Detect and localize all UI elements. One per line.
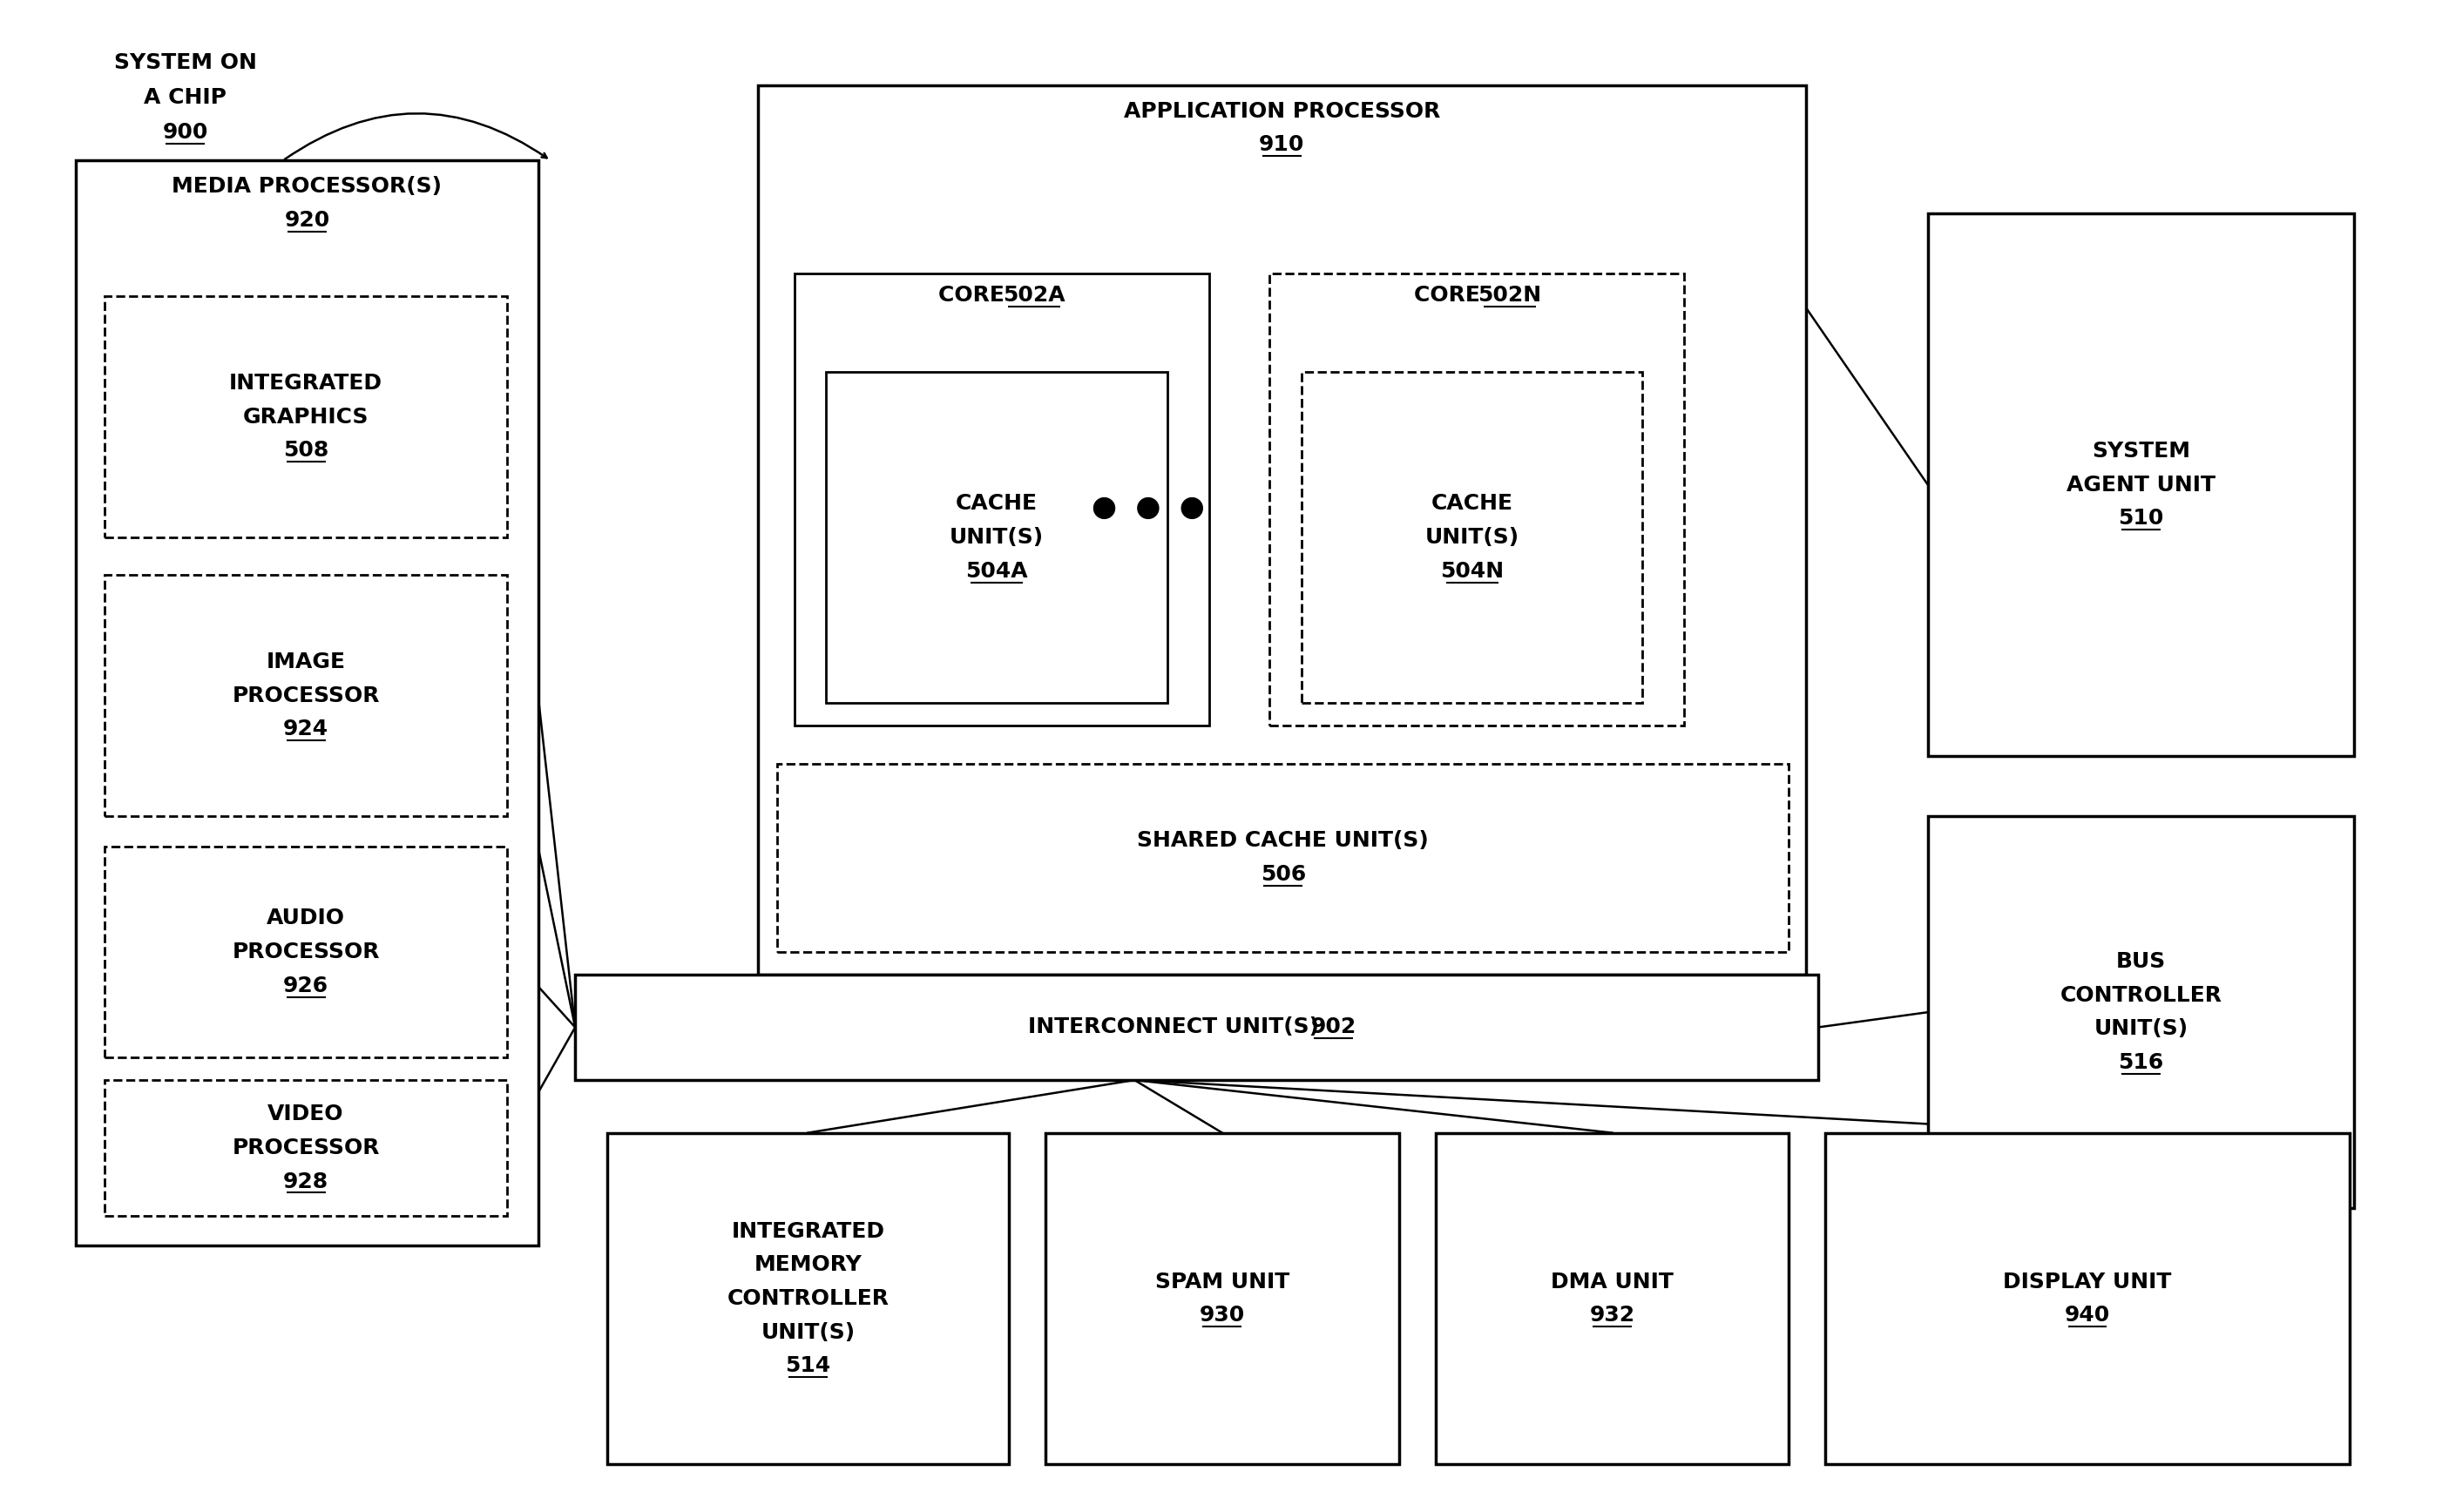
Text: AGENT UNIT: AGENT UNIT [2066,475,2215,494]
Bar [105,296,508,537]
Text: 900: 900 [161,121,208,142]
Text: CONTROLLER: CONTROLLER [728,1288,889,1309]
Text: PROCESSOR: PROCESSOR [232,942,379,962]
Text: CORE: CORE [938,284,1013,305]
Text: UNIT(S): UNIT(S) [2093,1019,2188,1039]
Text: 928: 928 [283,1172,330,1191]
Text: SYSTEM ON: SYSTEM ON [115,53,256,73]
Text: 514: 514 [786,1355,830,1376]
Bar [1927,816,2354,1208]
Text: BUS: BUS [2117,951,2166,972]
Text: 926: 926 [283,975,330,996]
Text: 920: 920 [283,210,330,231]
Text: INTEGRATED: INTEGRATED [730,1220,884,1241]
Text: 508: 508 [283,440,330,461]
Bar [105,847,508,1057]
Bar [1436,1132,1790,1464]
Text: VIDEO: VIDEO [269,1104,344,1125]
Bar [1045,1132,1399,1464]
Bar [105,575,508,816]
Text: CONTROLLER: CONTROLLER [2061,984,2222,1005]
Text: AUDIO: AUDIO [266,907,344,928]
Text: 510: 510 [2117,508,2164,529]
Text: SHARED CACHE UNIT(S): SHARED CACHE UNIT(S) [1138,830,1429,851]
Bar [825,372,1167,703]
Text: UNIT(S): UNIT(S) [762,1321,855,1343]
Text: MEDIA PROCESSOR(S): MEDIA PROCESSOR(S) [171,177,442,197]
Bar [105,1080,508,1216]
Text: CACHE: CACHE [1431,493,1514,514]
Bar [757,85,1807,975]
Text: 910: 910 [1260,135,1304,156]
Text: UNIT(S): UNIT(S) [1426,528,1519,547]
Text: SPAM UNIT: SPAM UNIT [1155,1272,1289,1293]
Text: APPLICATION PROCESSOR: APPLICATION PROCESSOR [1123,101,1441,122]
Bar [777,764,1790,953]
Text: INTEGRATED: INTEGRATED [230,373,383,393]
Text: ●  ●  ●: ● ● ● [1092,493,1204,522]
Text: 504A: 504A [965,561,1028,582]
Text: MEMORY: MEMORY [755,1255,862,1276]
Text: 930: 930 [1199,1305,1245,1326]
Text: 502A: 502A [1004,284,1065,305]
Text: 502N: 502N [1477,284,1541,305]
Text: 516: 516 [2117,1052,2164,1074]
Text: IMAGE: IMAGE [266,652,344,673]
Text: UNIT(S): UNIT(S) [950,528,1043,547]
Text: 902: 902 [1311,1018,1355,1037]
Text: 924: 924 [283,718,330,739]
Text: SYSTEM: SYSTEM [2093,440,2190,461]
Bar [1927,213,2354,756]
Text: 504N: 504N [1441,561,1504,582]
Bar [606,1132,1009,1464]
Bar [1827,1132,2349,1464]
Text: PROCESSOR: PROCESSOR [232,1137,379,1158]
Bar [76,160,540,1246]
Text: GRAPHICS: GRAPHICS [242,407,369,428]
Text: CACHE: CACHE [955,493,1038,514]
Bar [794,274,1209,726]
Text: 932: 932 [1590,1305,1634,1326]
Text: INTERCONNECT UNIT(S): INTERCONNECT UNIT(S) [1028,1018,1326,1037]
Text: PROCESSOR: PROCESSOR [232,685,379,706]
Text: DISPLAY UNIT: DISPLAY UNIT [2002,1272,2171,1293]
Bar [1302,372,1643,703]
Text: 506: 506 [1260,863,1306,885]
Text: A CHIP: A CHIP [144,88,227,107]
Text: CORE: CORE [1414,284,1487,305]
Bar [576,975,1819,1080]
Text: 940: 940 [2063,1305,2110,1326]
Text: DMA UNIT: DMA UNIT [1551,1272,1673,1293]
Bar [1270,274,1685,726]
